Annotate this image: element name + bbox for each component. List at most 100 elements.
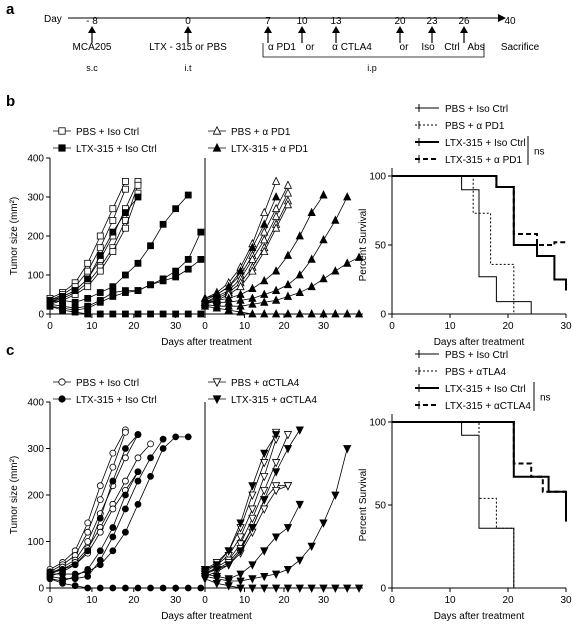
legend-entry: LTX-315 + Iso Ctrl xyxy=(76,144,157,155)
y-tick-label: 200 xyxy=(27,232,44,243)
timeline-arrow-head xyxy=(332,26,340,33)
tri-down-open-marker xyxy=(260,505,269,514)
square-filled-marker xyxy=(147,242,154,250)
x-tick-label: 10 xyxy=(444,595,456,606)
circle-filled-marker xyxy=(134,500,142,508)
triangle-filled-marker xyxy=(319,274,328,283)
circle-filled-marker xyxy=(122,445,129,452)
x-axis-label: Days after treatment xyxy=(434,337,525,348)
tri-down-open-marker xyxy=(271,486,281,496)
triangle-filled-marker xyxy=(307,254,316,263)
square-open-marker xyxy=(96,232,104,240)
triangle-filled-marker xyxy=(248,283,257,293)
series-line xyxy=(50,436,189,575)
tri-down-filled-marker xyxy=(224,582,233,591)
tri-down-filled-marker xyxy=(271,570,281,579)
circle-filled-marker xyxy=(134,584,142,592)
series xyxy=(200,431,293,579)
timeline-arrow-head xyxy=(264,26,272,33)
circle-open-marker xyxy=(84,519,92,527)
circle-open-marker xyxy=(134,454,142,462)
legend-entry: PBS + Iso Ctrl xyxy=(76,378,139,389)
tri-down-filled-marker xyxy=(271,533,281,542)
square-open-marker xyxy=(58,127,66,135)
circle-open-marker xyxy=(96,528,104,536)
triangle-filled-marker xyxy=(319,190,328,199)
circle-open-marker xyxy=(84,528,92,536)
timeline-arrow-head xyxy=(428,26,436,33)
legend-entry: PBS + αTLA4 xyxy=(445,367,507,378)
tri-down-filled-marker xyxy=(224,547,233,556)
circle-open-marker xyxy=(122,477,129,485)
timeline-day: 40 xyxy=(504,16,516,27)
square-open-marker xyxy=(122,185,129,193)
circle-filled-marker xyxy=(109,533,117,541)
triangle-filled-marker xyxy=(260,297,269,306)
triangle-open-marker xyxy=(283,180,293,189)
circle-filled-marker xyxy=(84,566,92,573)
x-tick-label: 10 xyxy=(239,595,251,606)
square-filled-marker xyxy=(197,310,205,318)
tri-down-filled-marker xyxy=(319,584,328,593)
tri-down-filled-marker xyxy=(260,572,269,582)
x-axis-label: Days after treatment xyxy=(161,337,252,348)
y-tick-label: 300 xyxy=(27,444,44,455)
circle-filled-marker xyxy=(84,547,92,555)
triangle-filled-marker xyxy=(307,309,316,318)
timeline-event-label: Iso xyxy=(421,42,435,53)
circle-open-marker xyxy=(122,428,129,436)
series xyxy=(200,445,352,586)
tri-down-filled-marker xyxy=(248,482,257,491)
triangle-filled-marker xyxy=(295,309,304,318)
x-tick-label: 20 xyxy=(128,321,140,332)
legend-entry: PBS + Iso Ctrl xyxy=(445,104,508,115)
series-line xyxy=(204,204,289,305)
square-filled-marker xyxy=(96,289,104,296)
timeline-arrows xyxy=(88,26,468,43)
triangle-filled-marker xyxy=(307,207,316,217)
circle-filled-marker xyxy=(134,468,142,476)
square-filled-marker xyxy=(172,267,180,275)
square-filled-marker xyxy=(122,289,129,296)
y-tick-label: 0 xyxy=(38,584,44,595)
circle-filled-marker xyxy=(71,582,79,590)
tri-down-filled-marker xyxy=(283,584,293,593)
legend-entry: PBS + α PD1 xyxy=(445,121,505,132)
square-filled-marker xyxy=(147,310,154,318)
circle-open-marker xyxy=(84,538,92,545)
x-tick-label: 20 xyxy=(278,321,290,332)
tri-down-filled-marker xyxy=(283,524,293,533)
series xyxy=(200,192,281,302)
tri-down-open-marker xyxy=(283,482,293,491)
circle-open-marker xyxy=(109,463,117,471)
y-tick-label: 50 xyxy=(375,501,387,512)
triangle-filled-marker xyxy=(236,307,245,316)
square-filled-marker xyxy=(172,205,180,213)
circle-filled-marker xyxy=(109,524,117,531)
survival-curve xyxy=(392,175,566,246)
triangle-filled-marker xyxy=(283,250,293,259)
tri-down-filled-marker xyxy=(271,468,281,477)
tri-down-filled-marker xyxy=(236,547,245,556)
circle-filled-marker xyxy=(184,584,192,592)
series xyxy=(46,181,142,306)
tri-down-filled-marker xyxy=(200,575,210,584)
circle-filled-marker xyxy=(96,584,104,592)
x-tick-label: 10 xyxy=(239,321,251,332)
timeline-event-label: Sacrifice xyxy=(501,42,540,53)
triangle-filled-marker xyxy=(354,309,364,318)
circle-open-marker xyxy=(109,505,117,513)
square-filled-marker xyxy=(122,310,129,318)
square-filled-marker xyxy=(159,220,167,228)
tri-down-filled-marker xyxy=(236,584,245,593)
triangle-filled-marker xyxy=(260,219,269,228)
circle-open-marker xyxy=(58,378,66,386)
triangle-filled-marker xyxy=(236,266,245,275)
circle-filled-marker xyxy=(96,556,104,564)
series xyxy=(46,435,167,583)
series-line xyxy=(204,429,301,573)
square-filled-marker xyxy=(71,298,79,306)
triangle-filled-marker xyxy=(319,309,328,318)
